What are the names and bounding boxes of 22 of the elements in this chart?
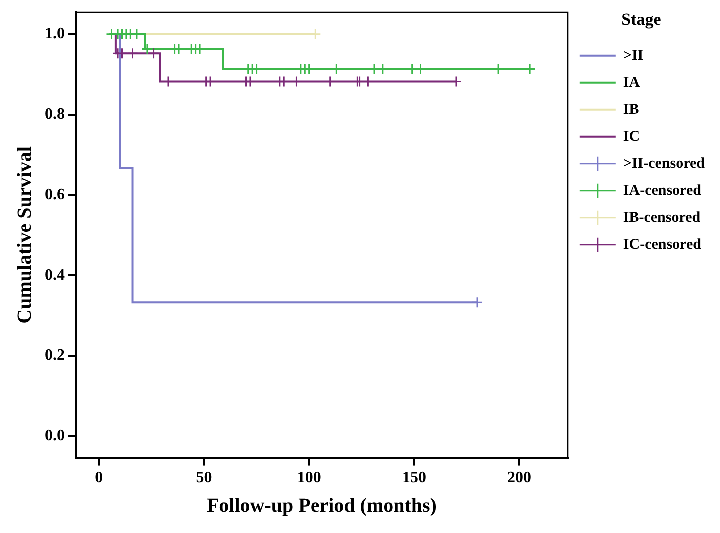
legend-label: IB-censored xyxy=(623,210,702,226)
legend-label: IC xyxy=(623,128,640,145)
y-tick-label: 1.0 xyxy=(45,25,65,42)
x-tick-label: 0 xyxy=(95,470,104,487)
y-tick-label: 0.4 xyxy=(45,266,65,284)
x-tick-label: 200 xyxy=(508,470,532,487)
y-tick-label: 0.8 xyxy=(45,106,65,123)
x-axis-title: Follow-up Period (months) xyxy=(206,495,437,518)
legend-label: >II-censored xyxy=(623,156,706,172)
x-tick-label: 150 xyxy=(402,470,426,487)
y-tick-label: 0.6 xyxy=(45,186,65,204)
legend-label: IB xyxy=(623,102,640,118)
y-tick-label: 0.0 xyxy=(45,428,65,445)
legend-label: IA xyxy=(623,74,640,91)
x-tick-label: 50 xyxy=(196,470,212,487)
legend-label: IA-censored xyxy=(623,182,702,199)
x-tick-label: 100 xyxy=(297,470,322,487)
y-axis-title: Cumulative Survival xyxy=(14,146,36,324)
legend-title: Stage xyxy=(622,10,662,29)
legend-label: IC-censored xyxy=(623,236,702,253)
legend-label: >II xyxy=(623,48,644,64)
y-tick-label: 0.2 xyxy=(45,347,65,364)
